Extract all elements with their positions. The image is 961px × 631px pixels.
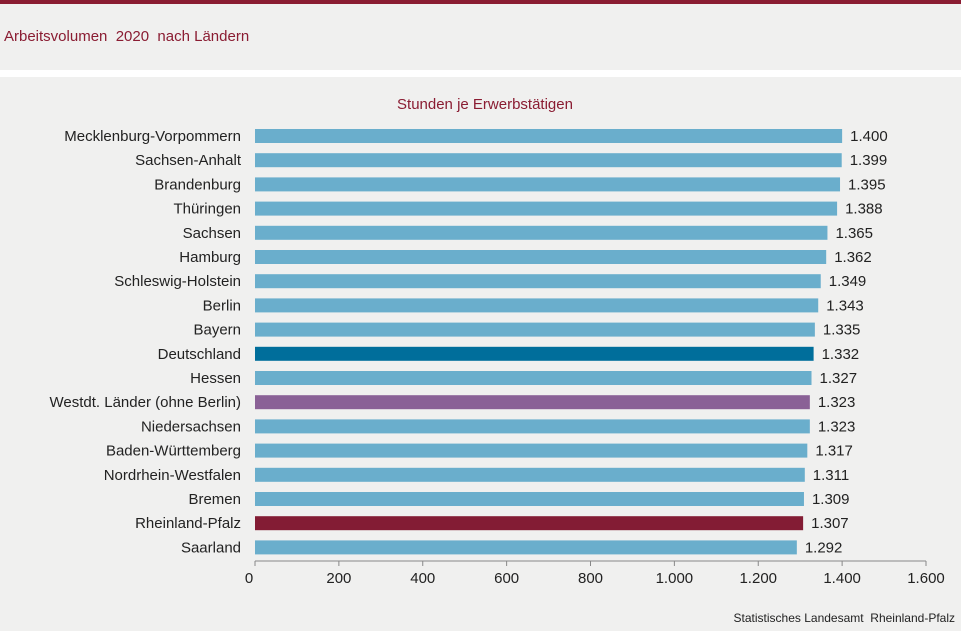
bar-westdt-länder-ohne-berlin	[255, 395, 810, 410]
chart-subtitle: Stunden je Erwerbstätigen	[397, 96, 573, 113]
category-label-westdt-länder-ohne-berlin: Westdt. Länder (ohne Berlin)	[50, 394, 242, 411]
category-label-schleswig-holstein: Schleswig-Holstein	[114, 273, 241, 290]
category-label-baden-württemberg: Baden-Württemberg	[106, 443, 241, 460]
value-label-berlin: 1.343	[826, 297, 864, 314]
x-tick-label: 1.400	[823, 570, 861, 587]
bar-schleswig-holstein	[255, 274, 821, 289]
category-label-hessen: Hessen	[190, 370, 241, 387]
x-tick-label: 200	[326, 570, 351, 587]
value-label-saarland: 1.292	[805, 539, 843, 556]
category-label-sachsen: Sachsen	[183, 225, 241, 242]
category-label-mecklenburg-vorpommern: Mecklenburg-Vorpommern	[64, 128, 241, 145]
value-label-mecklenburg-vorpommern: 1.400	[850, 128, 888, 145]
value-label-deutschland: 1.332	[822, 346, 860, 363]
value-label-rheinland-pfalz: 1.307	[811, 515, 849, 532]
bar-sachsen-anhalt	[255, 153, 842, 168]
category-label-brandenburg: Brandenburg	[154, 176, 241, 193]
value-label-niedersachsen: 1.323	[818, 418, 856, 435]
value-label-sachsen: 1.365	[835, 225, 873, 242]
source-credit: Statistisches Landesamt Rheinland-Pfalz	[733, 611, 955, 625]
x-tick-label: 600	[494, 570, 519, 587]
value-label-hessen: 1.327	[820, 370, 858, 387]
bar-rheinland-pfalz	[255, 516, 804, 531]
value-label-brandenburg: 1.395	[848, 176, 886, 193]
category-label-thüringen: Thüringen	[173, 201, 241, 218]
category-label-hamburg: Hamburg	[179, 249, 241, 266]
value-label-westdt-länder-ohne-berlin: 1.323	[818, 394, 856, 411]
bar-deutschland	[255, 346, 814, 361]
value-label-sachsen-anhalt: 1.399	[850, 152, 888, 169]
value-label-bremen: 1.309	[812, 491, 850, 508]
bar-hamburg	[255, 250, 827, 264]
bar-niedersachsen	[255, 419, 810, 434]
category-label-niedersachsen: Niedersachsen	[141, 418, 241, 435]
value-label-hamburg: 1.362	[834, 249, 872, 266]
bar-bayern	[255, 322, 815, 337]
bar-saarland	[255, 540, 797, 555]
bar-sachsen	[255, 225, 828, 240]
bar-chart: Stunden je Erwerbstätigen Mecklenburg-Vo…	[50, 96, 945, 587]
category-label-bremen: Bremen	[188, 491, 241, 508]
category-label-berlin: Berlin	[203, 297, 241, 314]
category-label-bayern: Bayern	[193, 322, 241, 339]
bar-mecklenburg-vorpommern	[255, 129, 843, 143]
bar-thüringen	[255, 201, 838, 216]
x-tick-label: 800	[578, 570, 603, 587]
page-title: Arbeitsvolumen 2020 nach Ländern	[4, 28, 250, 45]
x-tick-label: 0	[245, 570, 253, 587]
bar-hessen	[255, 371, 812, 385]
value-label-nordrhein-westfalen: 1.311	[813, 467, 849, 484]
value-label-thüringen: 1.388	[845, 201, 883, 218]
x-tick-label: 1.600	[907, 570, 945, 587]
bar-bremen	[255, 492, 804, 506]
bar-baden-württemberg	[255, 443, 808, 458]
category-label-nordrhein-westfalen: Nordrhein-Westfalen	[104, 467, 241, 484]
category-label-deutschland: Deutschland	[158, 346, 241, 363]
chart-panel: Stunden je Erwerbstätigen Mecklenburg-Vo…	[0, 77, 961, 631]
value-label-bayern: 1.335	[823, 322, 861, 339]
category-label-rheinland-pfalz: Rheinland-Pfalz	[135, 515, 241, 532]
x-axis: 0 200 400 600 800 1.000 1.200 1.400 1.600	[245, 560, 945, 587]
x-tick-label: 1.000	[656, 570, 694, 587]
category-label-saarland: Saarland	[181, 539, 241, 556]
bars-group: Mecklenburg-Vorpommern 1.400 Sachsen-Anhal…	[50, 128, 888, 556]
value-label-baden-württemberg: 1.317	[815, 443, 853, 460]
x-tick-label: 400	[410, 570, 435, 587]
bar-brandenburg	[255, 177, 841, 192]
bar-nordrhein-westfalen	[255, 467, 805, 482]
bar-berlin	[255, 298, 819, 313]
header-band: Arbeitsvolumen 2020 nach Ländern	[0, 4, 961, 70]
value-label-schleswig-holstein: 1.349	[829, 273, 867, 290]
category-label-sachsen-anhalt: Sachsen-Anhalt	[135, 152, 242, 169]
x-tick-label: 1.200	[739, 570, 777, 587]
top-rule	[0, 0, 961, 4]
